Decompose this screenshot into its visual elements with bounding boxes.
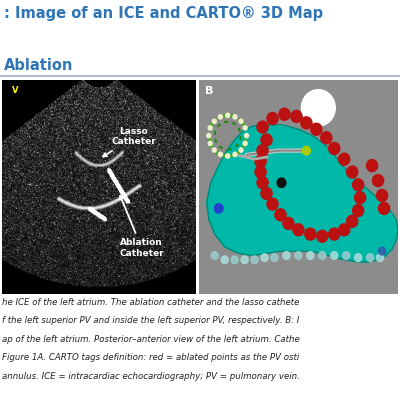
Text: ap of the left atrium. Posterior–anterior view of the left atrium. Cathe: ap of the left atrium. Posterior–anterio… (2, 335, 300, 344)
Circle shape (261, 134, 272, 146)
Circle shape (267, 198, 278, 210)
Circle shape (212, 148, 216, 152)
Text: : Image of an ICE and CARTO® 3D Map: : Image of an ICE and CARTO® 3D Map (4, 6, 323, 21)
Circle shape (251, 256, 258, 264)
Circle shape (271, 254, 278, 262)
Text: annulus. ICE = intracardiac echocardiography; PV = pulmonary vein.: annulus. ICE = intracardiac echocardiogr… (2, 372, 300, 381)
Text: B: B (205, 86, 213, 96)
Circle shape (277, 178, 286, 188)
Circle shape (305, 228, 316, 240)
Polygon shape (207, 125, 398, 262)
Circle shape (347, 166, 358, 178)
Circle shape (378, 202, 390, 214)
Circle shape (283, 217, 294, 229)
Circle shape (255, 155, 266, 167)
Circle shape (295, 252, 302, 259)
Circle shape (293, 224, 304, 236)
Circle shape (329, 228, 340, 240)
Circle shape (233, 152, 237, 156)
Circle shape (321, 132, 332, 144)
Text: Ablation: Ablation (4, 58, 73, 73)
Circle shape (317, 230, 328, 242)
Circle shape (218, 152, 222, 156)
Circle shape (243, 141, 247, 146)
Text: V: V (12, 86, 19, 96)
Circle shape (208, 141, 212, 146)
Circle shape (339, 224, 350, 236)
Circle shape (257, 121, 268, 133)
Circle shape (239, 119, 243, 124)
Circle shape (231, 256, 238, 264)
Circle shape (301, 90, 335, 126)
Circle shape (378, 247, 386, 255)
Circle shape (226, 113, 230, 118)
Text: Ablation
Catheter: Ablation Catheter (119, 196, 164, 258)
Circle shape (261, 254, 268, 262)
Circle shape (275, 209, 286, 221)
Circle shape (267, 112, 278, 124)
Circle shape (307, 252, 314, 259)
Circle shape (257, 177, 268, 189)
Circle shape (347, 215, 358, 227)
Circle shape (239, 148, 243, 152)
Circle shape (311, 123, 322, 135)
Circle shape (372, 174, 384, 186)
Circle shape (291, 110, 302, 122)
Circle shape (279, 108, 290, 120)
Circle shape (221, 256, 228, 264)
Circle shape (261, 188, 272, 200)
Circle shape (366, 254, 374, 262)
Circle shape (218, 115, 222, 119)
Circle shape (207, 134, 211, 138)
Circle shape (243, 126, 247, 130)
Circle shape (241, 256, 248, 264)
Circle shape (208, 126, 212, 130)
Circle shape (343, 252, 350, 259)
Text: Lasso
Catheter: Lasso Catheter (103, 127, 156, 156)
Circle shape (352, 179, 364, 191)
Circle shape (257, 145, 268, 157)
Circle shape (376, 254, 384, 262)
Text: he ICE of the left atrium. The ablation catheter and the lasso cathete: he ICE of the left atrium. The ablation … (2, 298, 299, 307)
Circle shape (226, 154, 230, 158)
Circle shape (245, 134, 249, 138)
Circle shape (354, 254, 362, 262)
Circle shape (376, 190, 388, 202)
Circle shape (329, 142, 340, 154)
Circle shape (339, 153, 350, 165)
Text: Figure 1A. CARTO tags definition: red = ablated points as the PV osti: Figure 1A. CARTO tags definition: red = … (2, 353, 299, 362)
Circle shape (319, 252, 326, 259)
Circle shape (366, 160, 378, 172)
Circle shape (214, 204, 223, 213)
Circle shape (233, 115, 237, 119)
Circle shape (283, 252, 290, 259)
Circle shape (302, 146, 310, 155)
Circle shape (211, 252, 218, 259)
Circle shape (255, 166, 266, 178)
Text: f the left superior PV and inside the left superior PV, respectively. B: I: f the left superior PV and inside the le… (2, 316, 299, 326)
Circle shape (352, 204, 364, 216)
Circle shape (212, 119, 216, 124)
Circle shape (354, 192, 366, 204)
Circle shape (301, 117, 312, 129)
Circle shape (331, 252, 338, 259)
